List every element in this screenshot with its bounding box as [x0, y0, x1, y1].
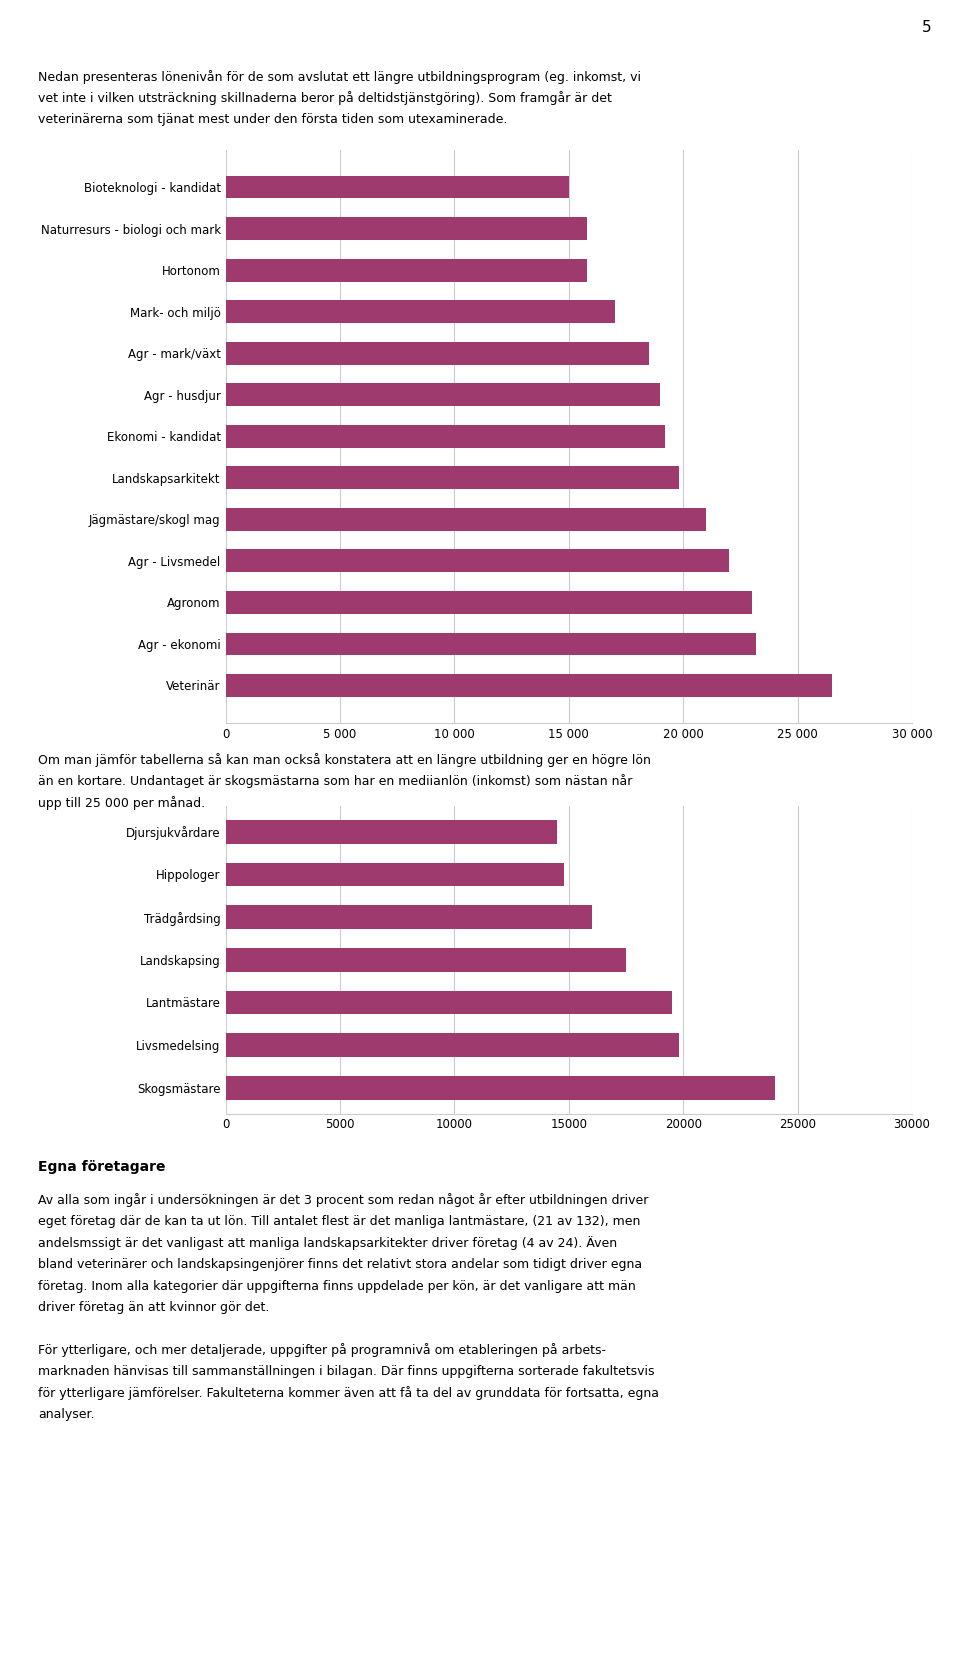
- Text: Egna företagare: Egna företagare: [38, 1160, 166, 1173]
- Bar: [226, 991, 672, 1014]
- Bar: [226, 633, 756, 655]
- Bar: [226, 675, 832, 696]
- Text: marknaden hänvisas till sammanställningen i bilagan. Där finns uppgifterna sorte: marknaden hänvisas till sammanställninge…: [38, 1365, 655, 1378]
- Text: 5: 5: [922, 20, 931, 35]
- Text: bland veterinärer och landskapsingenjörer finns det relativt stora andelar som t: bland veterinärer och landskapsingenjöre…: [38, 1258, 642, 1271]
- Text: upp till 25 000 per månad.: upp till 25 000 per månad.: [38, 796, 205, 809]
- Text: för ytterligare jämförelser. Fakulteterna kommer även att få ta del av grunddata: för ytterligare jämförelser. Fakultetern…: [38, 1386, 660, 1399]
- Bar: [226, 259, 588, 281]
- Text: företag. Inom alla kategorier där uppgifterna finns uppdelade per kön, är det va: företag. Inom alla kategorier där uppgif…: [38, 1280, 636, 1293]
- Bar: [226, 467, 679, 489]
- Bar: [226, 176, 568, 198]
- Bar: [226, 947, 626, 972]
- Bar: [226, 425, 665, 447]
- Bar: [226, 509, 707, 530]
- Text: eget företag där de kan ta ut lön. Till antalet flest är det manliga lantmästare: eget företag där de kan ta ut lön. Till …: [38, 1215, 640, 1228]
- Bar: [226, 550, 729, 572]
- Bar: [226, 1075, 775, 1100]
- Bar: [226, 301, 614, 322]
- Text: Om man jämför tabellerna så kan man också konstatera att en längre utbildning ge: Om man jämför tabellerna så kan man ocks…: [38, 753, 651, 766]
- Text: driver företag än att kvinnor gör det.: driver företag än att kvinnor gör det.: [38, 1301, 270, 1315]
- Bar: [226, 1034, 679, 1057]
- Text: andelsmssigt är det vanligast att manliga landskapsarkitekter driver företag (4 : andelsmssigt är det vanligast att manlig…: [38, 1237, 617, 1250]
- Bar: [226, 819, 558, 844]
- Text: Av alla som ingår i undersökningen är det 3 procent som redan något år efter utb: Av alla som ingår i undersökningen är de…: [38, 1193, 649, 1207]
- Bar: [226, 592, 752, 613]
- Text: analyser.: analyser.: [38, 1408, 95, 1421]
- Text: veterinärerna som tjänat mest under den första tiden som utexaminerade.: veterinärerna som tjänat mest under den …: [38, 113, 508, 126]
- Text: vet inte i vilken utsträckning skillnaderna beror på deltidstjänstgöring). Som f: vet inte i vilken utsträckning skillnade…: [38, 91, 612, 105]
- Bar: [226, 384, 660, 406]
- Text: För ytterligare, och mer detaljerade, uppgifter på programnivå om etableringen p: För ytterligare, och mer detaljerade, up…: [38, 1343, 607, 1356]
- Bar: [226, 906, 591, 929]
- Bar: [226, 863, 564, 886]
- Text: Nedan presenteras lönenivån för de som avslutat ett längre utbildningsprogram (e: Nedan presenteras lönenivån för de som a…: [38, 70, 641, 83]
- Bar: [226, 342, 649, 364]
- Text: än en kortare. Undantaget är skogsmästarna som har en mediianlön (inkomst) som n: än en kortare. Undantaget är skogsmästar…: [38, 774, 633, 788]
- Bar: [226, 218, 588, 239]
